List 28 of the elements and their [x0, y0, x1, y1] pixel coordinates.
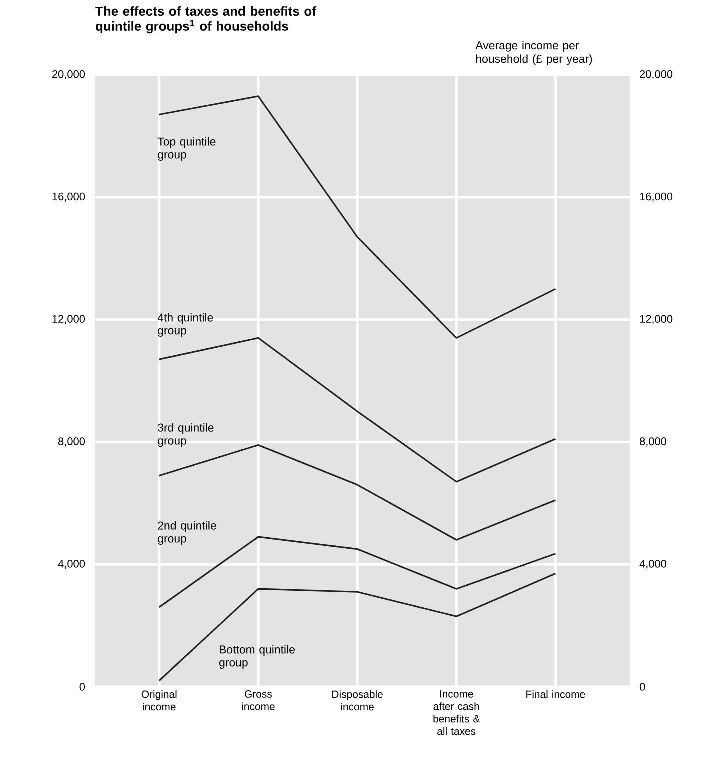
y2-tick-label: 8,000: [640, 438, 667, 447]
line-series: [158, 337, 556, 483]
series-label: Top quintile group: [158, 137, 216, 162]
y2-tick-label: 16,000: [640, 192, 673, 202]
x-tick-label: Gross income: [242, 690, 275, 710]
series-label: 4th quintile group: [158, 313, 214, 337]
y-tick-label: 16,000: [52, 192, 86, 202]
y2-tick-label: 12,000: [640, 315, 673, 324]
x-tick-label: Disposable income: [332, 690, 383, 711]
y2-tick-label: 20,000: [640, 70, 673, 80]
line-series: [158, 536, 556, 608]
x-tick-label: Final income: [526, 690, 586, 698]
line-series: [158, 572, 556, 682]
y-tick-label: 20,000: [52, 70, 86, 80]
y2-axis-title: Average income per household (£ per year): [476, 41, 592, 66]
series-label: 2nd quintile group: [158, 521, 216, 546]
y2-tick-label: 0: [640, 683, 646, 691]
y2-tick-label: 4,000: [640, 560, 667, 570]
series-label: 3rd quintile group: [158, 423, 214, 448]
y-tick-label: 0: [80, 683, 86, 691]
chart-title: The effects of taxes and benefits of quintile groups$^{1}$ of households: [96, 6, 316, 34]
y-tick-label: 8,000: [58, 438, 86, 447]
y-tick-label: 4,000: [58, 560, 86, 570]
x-tick-label: Original income: [142, 690, 177, 711]
x-tick-label: Income after cash benefits & all taxes: [434, 690, 480, 736]
y-tick-label: 12,000: [52, 315, 86, 324]
series-label: Bottom quintile group: [220, 645, 295, 669]
line-series: [158, 96, 556, 339]
